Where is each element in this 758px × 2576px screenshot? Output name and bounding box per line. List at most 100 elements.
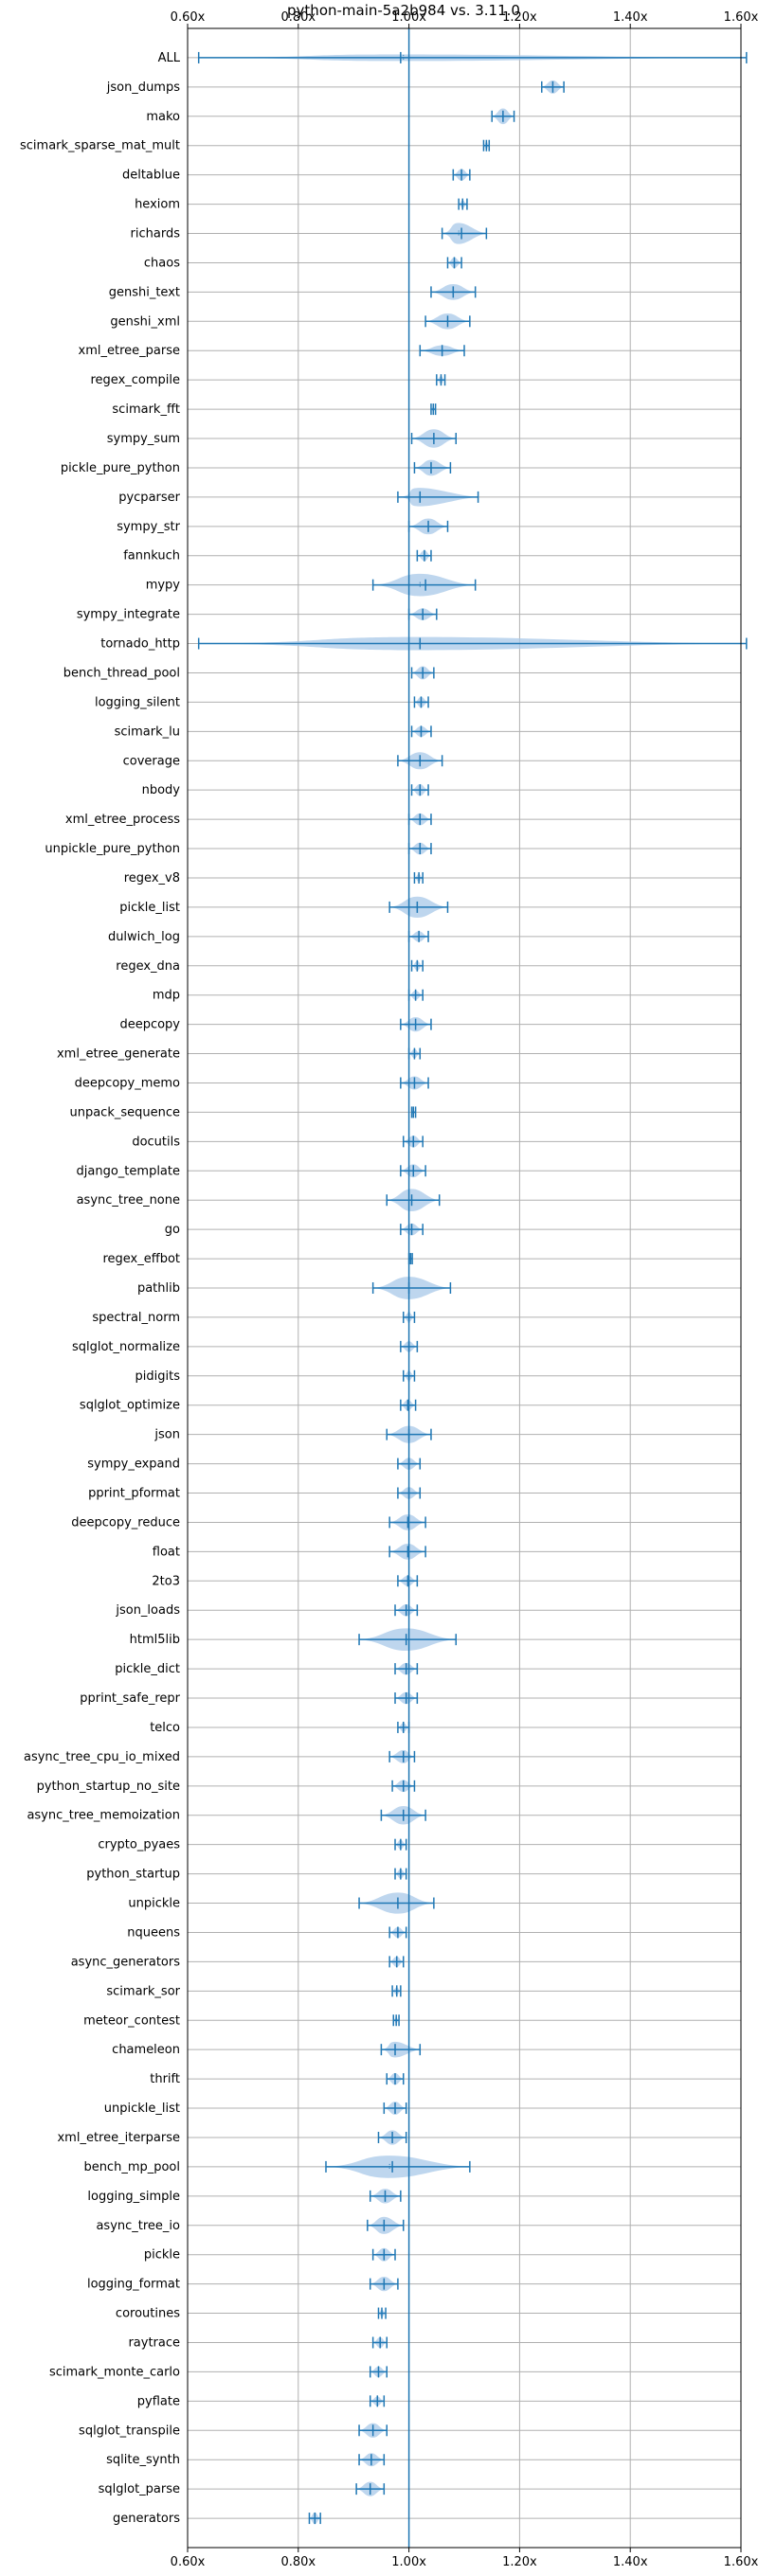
category-label-4: deltablue — [122, 169, 180, 183]
category-label-5: hexiom — [135, 198, 180, 212]
category-label-65: async_generators — [71, 1955, 181, 1969]
category-label-54: html5lib — [130, 1633, 180, 1647]
violin-layer — [197, 28, 748, 2548]
category-label-45: pidigits — [135, 1369, 181, 1384]
category-label-37: docutils — [132, 1135, 180, 1149]
bottom-tick-label-1: 0.80x — [280, 2555, 316, 2569]
category-label-61: crypto_pyaes — [98, 1838, 180, 1852]
category-label-52: 2to3 — [152, 1574, 180, 1588]
category-label-81: sqlglot_transpile — [79, 2424, 180, 2438]
category-label-2: mako — [146, 110, 180, 124]
category-label-26: xml_etree_process — [65, 813, 180, 827]
category-label-62: python_startup — [86, 1868, 180, 1882]
bottom-tick-label-2: 1.00x — [391, 2555, 426, 2569]
category-label-27: unpickle_pure_python — [45, 842, 180, 856]
category-label-77: coroutines — [116, 2307, 180, 2321]
category-label-17: fannkuch — [123, 549, 180, 564]
category-label-49: pprint_pformat — [88, 1487, 180, 1501]
category-label-35: deepcopy_memo — [75, 1076, 180, 1090]
category-label-66: scimark_sor — [106, 1984, 180, 1998]
category-label-43: spectral_norm — [92, 1311, 180, 1325]
category-label-51: float — [153, 1545, 180, 1559]
category-label-48: sympy_expand — [87, 1458, 180, 1472]
category-label-71: xml_etree_iterparse — [57, 2131, 180, 2145]
category-label-24: coverage — [123, 754, 180, 768]
category-label-11: regex_compile — [90, 373, 180, 387]
top-tick-label-0: 0.60x — [171, 10, 206, 25]
category-label-55: pickle_dict — [115, 1662, 180, 1676]
category-label-22: logging_silent — [95, 695, 180, 709]
top-tick-label-5: 1.60x — [724, 10, 758, 25]
category-label-14: pickle_pure_python — [61, 461, 180, 475]
category-label-36: unpack_sequence — [69, 1105, 180, 1119]
category-label-68: chameleon — [112, 2043, 180, 2057]
category-label-13: sympy_sum — [107, 432, 180, 446]
category-label-58: async_tree_cpu_io_mixed — [24, 1750, 180, 1764]
category-label-63: unpickle — [128, 1897, 180, 1911]
category-label-7: chaos — [144, 256, 180, 270]
category-label-31: regex_dna — [116, 959, 180, 974]
top-tick-label-4: 1.40x — [613, 10, 648, 25]
category-label-32: mdp — [153, 989, 180, 1003]
category-label-64: nqueens — [127, 1925, 180, 1940]
x-axis-top: 0.60x 0.80x 1.00x 1.20x 1.40x 1.60x — [171, 10, 758, 28]
category-label-16: sympy_str — [117, 520, 180, 534]
category-label-79: scimark_monte_carlo — [49, 2365, 180, 2379]
category-label-6: richards — [131, 227, 181, 242]
category-label-83: sqlglot_parse — [99, 2482, 180, 2496]
category-label-73: logging_simple — [87, 2190, 180, 2204]
category-label-19: sympy_integrate — [77, 608, 180, 622]
category-label-69: thrift — [150, 2072, 180, 2086]
category-label-84: generators — [113, 2512, 180, 2526]
category-label-44: sqlglot_normalize — [72, 1340, 180, 1354]
top-tick-label-3: 1.20x — [502, 10, 537, 25]
category-label-72: bench_mp_pool — [83, 2160, 180, 2174]
category-label-30: dulwich_log — [108, 930, 180, 944]
category-label-41: regex_effbot — [102, 1252, 180, 1266]
category-label-57: telco — [150, 1721, 180, 1735]
category-label-21: bench_thread_pool — [63, 666, 180, 680]
category-label-20: tornado_http — [100, 637, 180, 652]
category-label-18: mypy — [146, 579, 181, 593]
bottom-tick-label-5: 1.60x — [724, 2555, 758, 2569]
bottom-tick-label-0: 0.60x — [171, 2555, 206, 2569]
category-label-50: deepcopy_reduce — [71, 1515, 180, 1530]
plot-frame — [187, 27, 742, 2549]
category-label-39: async_tree_none — [77, 1193, 180, 1208]
category-label-34: xml_etree_generate — [57, 1047, 180, 1062]
chart-title: python-main-5a2b984 vs. 3.11.0 — [287, 2, 520, 19]
category-label-25: nbody — [142, 783, 181, 797]
category-label-38: django_template — [77, 1164, 180, 1178]
category-label-60: async_tree_memoization — [27, 1809, 180, 1823]
category-label-42: pathlib — [137, 1281, 180, 1296]
bottom-tick-label-4: 1.40x — [613, 2555, 648, 2569]
category-label-1: json_dumps — [106, 80, 180, 95]
bottom-tick-label-3: 1.20x — [502, 2555, 537, 2569]
category-label-59: python_startup_no_site — [37, 1780, 180, 1794]
category-label-53: json_loads — [115, 1603, 180, 1618]
category-label-15: pycparser — [118, 491, 180, 505]
category-label-29: pickle_list — [119, 901, 180, 915]
category-label-0: ALL — [158, 51, 181, 65]
category-label-8: genshi_text — [109, 285, 180, 299]
category-label-40: go — [165, 1223, 180, 1237]
category-label-82: sqlite_synth — [106, 2453, 180, 2467]
category-label-9: genshi_xml — [110, 314, 180, 329]
category-label-74: async_tree_io — [96, 2219, 180, 2233]
category-label-70: unpickle_list — [104, 2102, 180, 2116]
category-label-28: regex_v8 — [124, 871, 180, 886]
category-label-78: raytrace — [128, 2335, 180, 2350]
category-label-56: pprint_safe_repr — [80, 1691, 180, 1706]
category-label-47: json — [153, 1428, 180, 1442]
x-axis-bottom: 0.60x 0.80x 1.00x 1.20x 1.40x 1.60x — [171, 2548, 758, 2569]
category-label-75: pickle — [144, 2248, 180, 2263]
category-label-67: meteor_contest — [83, 2013, 180, 2028]
category-label-10: xml_etree_parse — [79, 344, 180, 358]
top-tick-label-1: 0.80x — [280, 10, 316, 25]
top-tick-label-2: 1.00x — [391, 10, 426, 25]
category-label-46: sqlglot_optimize — [80, 1399, 180, 1413]
category-label-76: logging_format — [87, 2278, 180, 2292]
category-label-80: pyflate — [137, 2394, 180, 2408]
